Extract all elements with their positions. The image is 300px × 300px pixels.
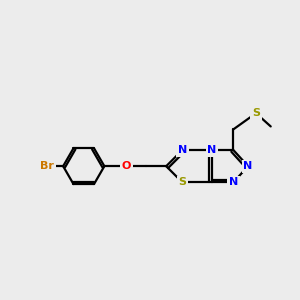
Text: Br: Br [40,161,54,171]
Text: N: N [178,145,187,155]
Text: S: S [178,177,186,188]
Text: O: O [122,161,131,171]
Text: N: N [229,177,238,188]
Text: S: S [252,108,260,118]
Text: N: N [207,145,217,155]
Text: N: N [243,161,253,171]
